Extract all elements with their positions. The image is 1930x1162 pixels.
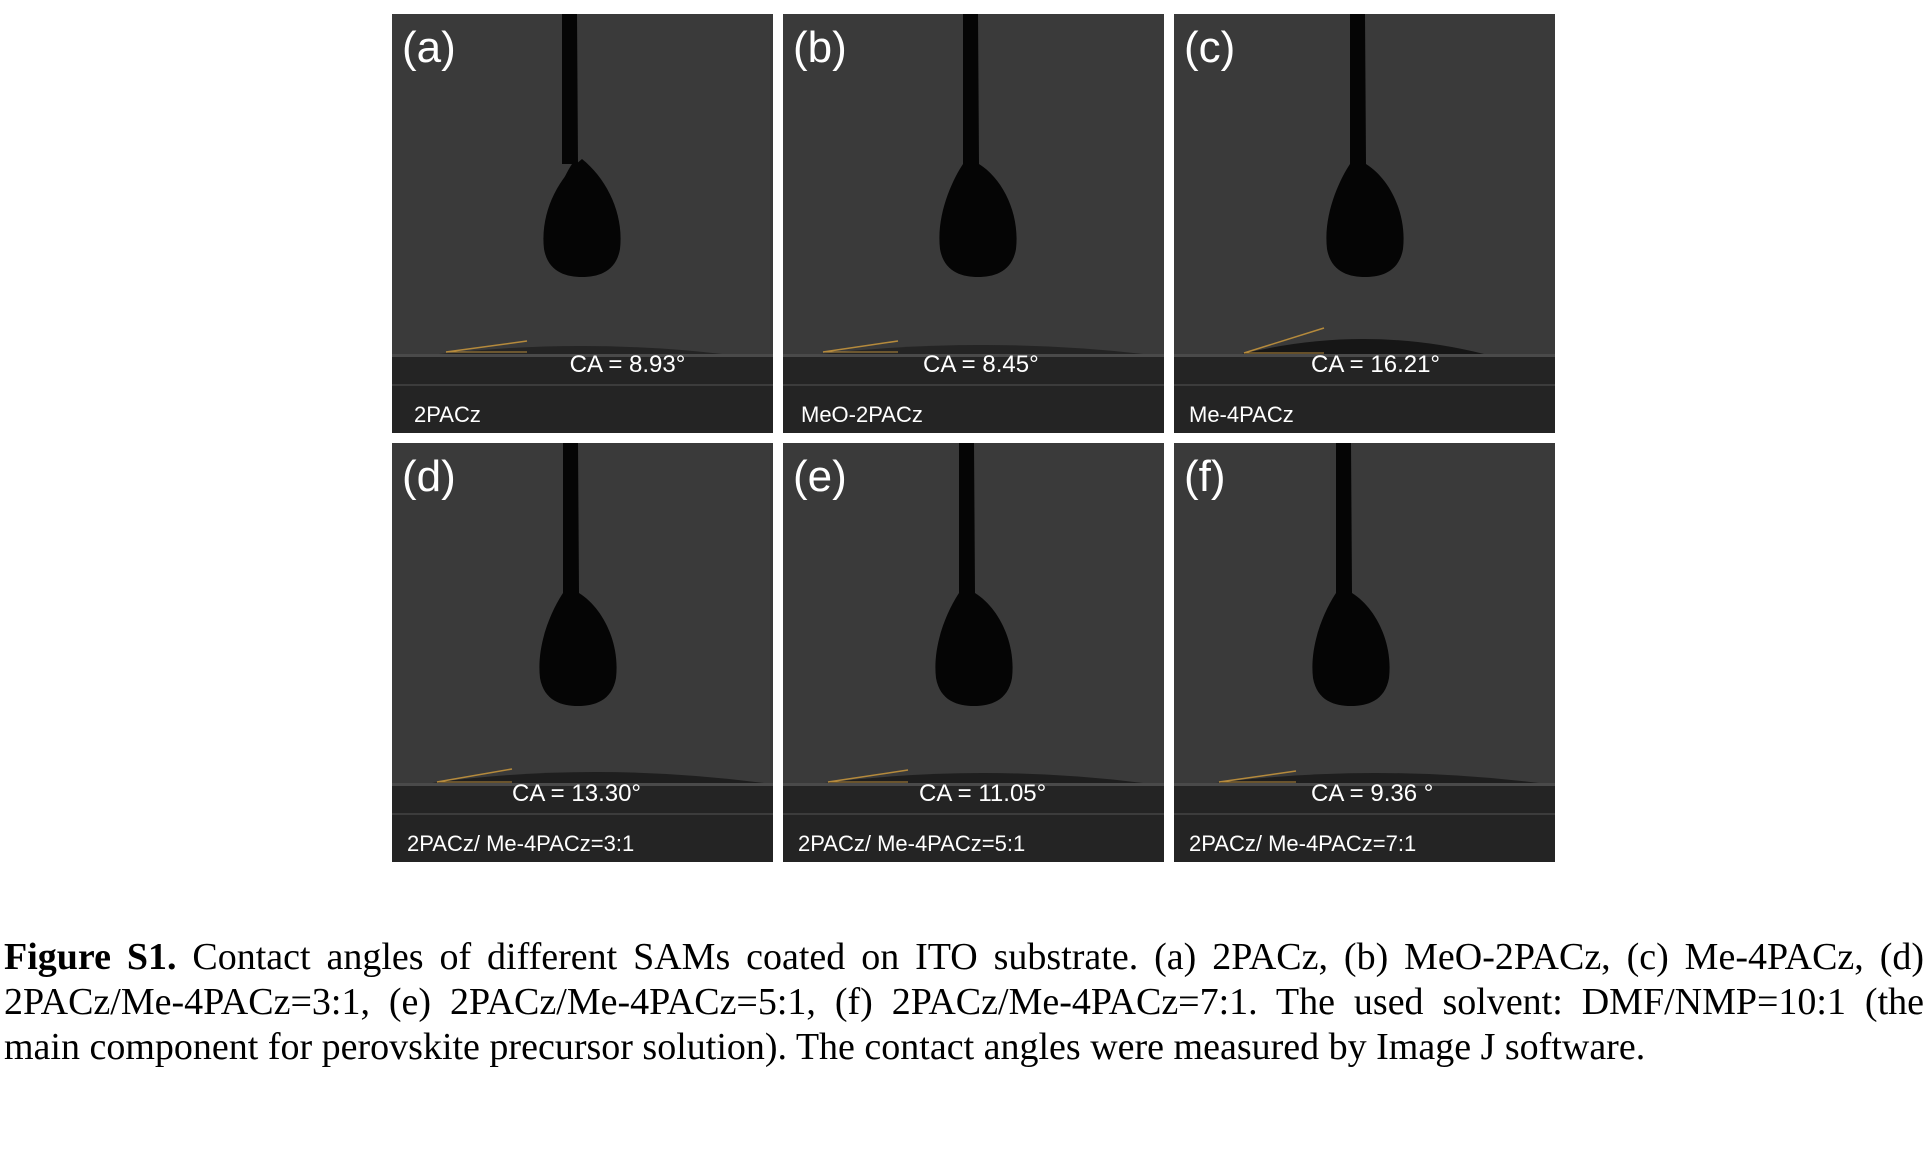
contact-angle-label: CA = 11.05° — [919, 780, 1047, 807]
panel-b: (b) CA = 8.45° MeO-2PACz — [783, 14, 1164, 433]
panel-e: (e) CA = 11.05° 2PACz/ Me-4PACz=5:1 — [783, 443, 1164, 862]
droplet-photo-f — [1174, 443, 1555, 862]
figure-grid: (a) CA = 8.93° 2PACz (b) CA = 8.45° MeO-… — [392, 14, 1556, 862]
pendant-droplet — [539, 443, 617, 706]
contact-angle-label: CA = 16.21° — [1311, 351, 1441, 378]
droplet-photo-b — [783, 14, 1164, 433]
contact-angle-line — [1218, 770, 1297, 783]
sample-label: 2PACz/ Me-4PACz=5:1 — [798, 831, 1026, 856]
panel-d: (d) CA = 13.30° 2PACz/ Me-4PACz=3:1 — [392, 443, 773, 862]
contact-angle-line — [445, 340, 528, 353]
pendant-droplet — [939, 14, 1017, 277]
pendant-droplet — [935, 443, 1013, 706]
sample-label: 2PACz/ Me-4PACz=7:1 — [1189, 831, 1417, 856]
panel-letter: (b) — [793, 23, 847, 72]
panel-a: (a) CA = 8.93° 2PACz — [392, 14, 773, 433]
contact-angle-label: CA = 13.30° — [512, 780, 642, 807]
pendant-droplet — [543, 159, 621, 277]
contact-angle-line — [1243, 327, 1325, 354]
panel-letter: (d) — [402, 452, 456, 501]
figure-label: Figure S1. — [4, 936, 177, 978]
contact-angle-label: CA = 9.36 ° — [1311, 780, 1434, 807]
panel-letter: (f) — [1184, 452, 1226, 501]
pendant-droplet — [1312, 443, 1390, 706]
droplet-photo-e — [783, 443, 1164, 862]
droplet-photo-a — [392, 14, 773, 433]
sample-label: 2PACz — [414, 402, 481, 427]
contact-angle-line — [827, 769, 909, 783]
droplet-photo-d — [392, 443, 773, 862]
sample-label: Me-4PACz — [1189, 402, 1294, 427]
pendant-droplet — [1326, 14, 1404, 277]
panel-letter: (a) — [402, 23, 456, 72]
contact-angle-line — [436, 768, 513, 783]
caption-text: Contact angles of different SAMs coated … — [4, 936, 1924, 1068]
figure-caption: Figure S1. Contact angles of different S… — [4, 935, 1924, 1070]
panel-letter: (c) — [1184, 23, 1236, 72]
sample-label: MeO-2PACz — [801, 402, 923, 427]
panel-f: (f) CA = 9.36 ° 2PACz/ Me-4PACz=7:1 — [1174, 443, 1555, 862]
sample-label: 2PACz/ Me-4PACz=3:1 — [407, 831, 635, 856]
contact-angle-label: CA = 8.93° — [569, 351, 686, 378]
contact-angle-line — [822, 340, 899, 353]
contact-angle-label: CA = 8.45° — [923, 351, 1039, 378]
panel-letter: (e) — [793, 452, 847, 501]
droplet-photo-c — [1174, 14, 1555, 433]
panel-c: (c) CA = 16.21° Me-4PACz — [1174, 14, 1555, 433]
